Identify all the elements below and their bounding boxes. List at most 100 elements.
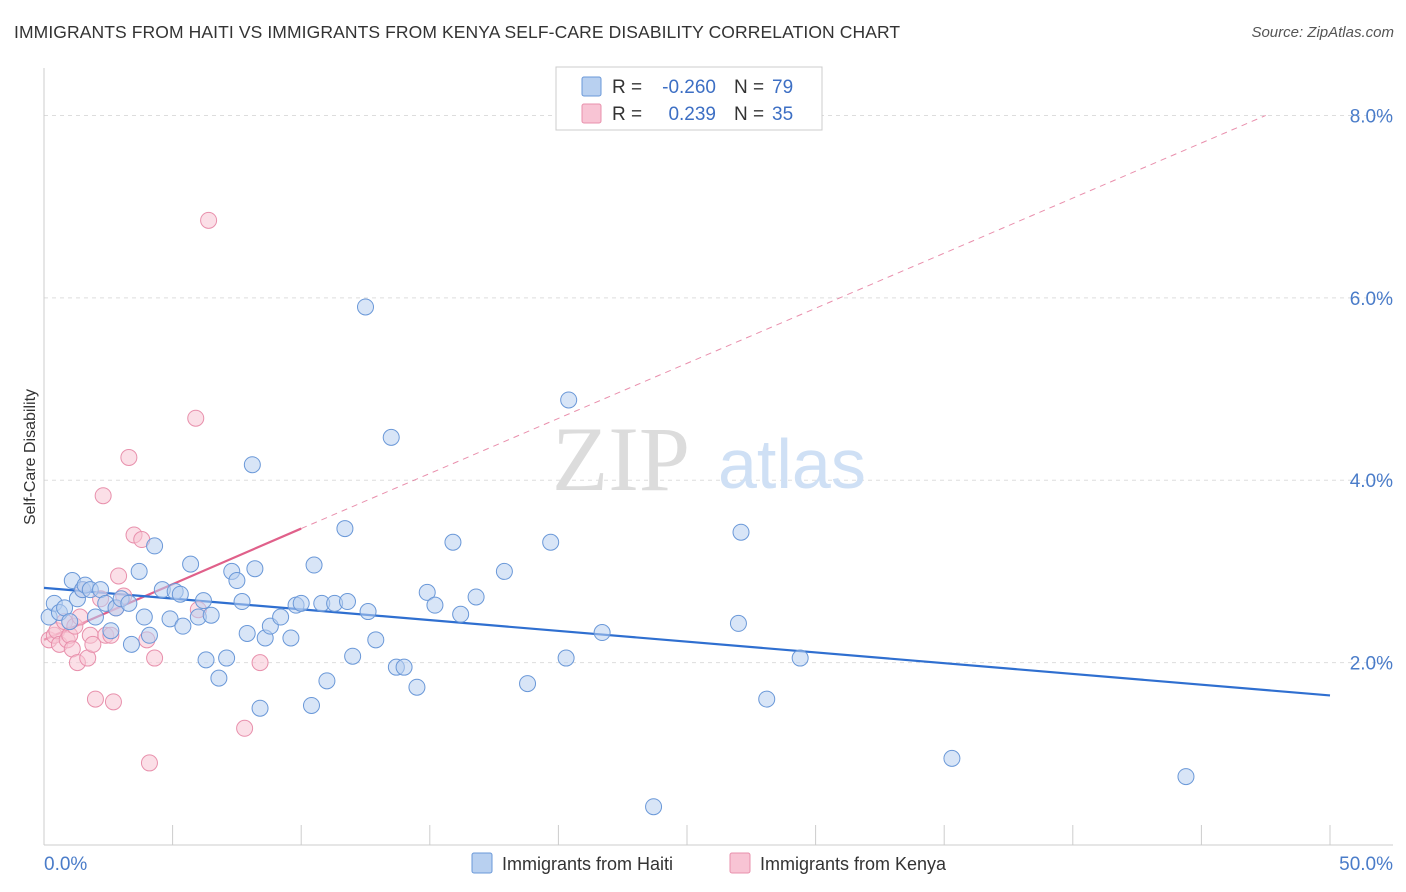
haiti-point-53 bbox=[338, 593, 356, 611]
kenya-point-17 bbox=[94, 487, 112, 505]
kenya-point-22 bbox=[110, 567, 128, 585]
haiti-point-54 bbox=[344, 647, 362, 665]
haiti-point-65 bbox=[452, 605, 470, 623]
watermark: ZIP atlas bbox=[552, 408, 866, 510]
haiti-point-79 bbox=[1177, 768, 1195, 786]
haiti-point-10 bbox=[86, 608, 104, 626]
haiti-point-78 bbox=[943, 749, 961, 767]
haiti-point-67 bbox=[495, 562, 513, 580]
haiti-point-68 bbox=[519, 675, 537, 693]
haiti-point-66 bbox=[467, 588, 485, 606]
haiti-point-44 bbox=[282, 629, 300, 647]
kenya-point-15 bbox=[86, 690, 104, 708]
haiti-point-50 bbox=[318, 672, 336, 690]
haiti-point-57 bbox=[367, 631, 385, 649]
watermark-atlas: atlas bbox=[718, 425, 866, 503]
haiti-point-74 bbox=[729, 614, 747, 632]
haiti-point-25 bbox=[171, 585, 189, 603]
haiti-point-56 bbox=[359, 603, 377, 621]
haiti-point-19 bbox=[135, 608, 153, 626]
haiti-point-23 bbox=[161, 610, 179, 628]
y-tick-label-0: 2.0% bbox=[1350, 654, 1393, 675]
bottom-legend-kenya-swatch bbox=[729, 852, 751, 874]
haiti-point-31 bbox=[202, 606, 220, 624]
kenya-point-20 bbox=[104, 693, 122, 711]
haiti-point-36 bbox=[233, 593, 251, 611]
haiti-point-47 bbox=[302, 696, 320, 714]
y-tick-label-3: 8.0% bbox=[1350, 106, 1393, 127]
haiti-point-71 bbox=[560, 391, 578, 409]
y-tick-label-1: 4.0% bbox=[1350, 471, 1393, 492]
kenya-points bbox=[40, 211, 269, 772]
haiti-point-76 bbox=[758, 690, 776, 708]
legend-haiti-swatch bbox=[581, 76, 602, 97]
legend-haiti-n-value: 79 bbox=[772, 77, 793, 98]
bottom-legend-haiti-label: Immigrants from Haiti bbox=[502, 854, 673, 874]
legend-haiti-r-value: -0.260 bbox=[662, 77, 716, 98]
haiti-point-35 bbox=[228, 572, 246, 590]
haiti-point-70 bbox=[557, 649, 575, 667]
haiti-point-72 bbox=[593, 624, 611, 642]
haiti-point-30 bbox=[197, 651, 215, 669]
y-tick-labels: 2.0% 4.0% 6.0% 8.0% bbox=[1350, 106, 1393, 674]
haiti-point-29 bbox=[194, 592, 212, 610]
haiti-point-32 bbox=[210, 669, 228, 687]
legend-kenya-swatch bbox=[581, 103, 602, 124]
haiti-point-69 bbox=[542, 533, 560, 551]
legend-haiti-n-label: N = bbox=[734, 77, 764, 98]
haiti-point-73 bbox=[645, 798, 663, 816]
haiti-point-38 bbox=[243, 456, 261, 474]
kenya-trend-extension bbox=[301, 115, 1266, 530]
trendlines bbox=[43, 115, 1331, 697]
legend-kenya-n-value: 35 bbox=[772, 104, 793, 125]
kenya-point-34 bbox=[251, 654, 269, 672]
kenya-point-29 bbox=[146, 649, 164, 667]
haiti-points bbox=[40, 298, 1195, 816]
haiti-point-37 bbox=[238, 624, 256, 642]
haiti-point-61 bbox=[408, 678, 426, 696]
series-legend: Immigrants from Haiti Immigrants from Ke… bbox=[471, 852, 947, 874]
x-tick-min: 0.0% bbox=[44, 854, 87, 875]
haiti-point-75 bbox=[732, 523, 750, 541]
legend-kenya-n-label: N = bbox=[734, 104, 764, 125]
bottom-legend-kenya-label: Immigrants from Kenya bbox=[760, 854, 947, 874]
chart-title: IMMIGRANTS FROM HAITI VS IMMIGRANTS FROM… bbox=[14, 22, 901, 42]
haiti-point-39 bbox=[246, 560, 264, 578]
bottom-legend-haiti-swatch bbox=[471, 852, 493, 874]
haiti-point-60 bbox=[395, 658, 413, 676]
kenya-point-32 bbox=[200, 211, 218, 229]
haiti-point-16 bbox=[120, 594, 138, 612]
haiti-point-52 bbox=[336, 520, 354, 538]
haiti-point-48 bbox=[305, 556, 323, 574]
haiti-point-18 bbox=[130, 562, 148, 580]
haiti-point-26 bbox=[174, 617, 192, 635]
legend-kenya-r-label: R = bbox=[612, 104, 642, 125]
kenya-point-30 bbox=[187, 409, 205, 427]
haiti-point-58 bbox=[382, 428, 400, 446]
chart-source: Source: ZipAtlas.com bbox=[1251, 24, 1394, 41]
haiti-point-13 bbox=[102, 622, 120, 640]
y-tick-label-2: 6.0% bbox=[1350, 289, 1393, 310]
haiti-point-20 bbox=[140, 626, 158, 644]
kenya-point-28 bbox=[140, 754, 158, 772]
axes bbox=[43, 68, 1393, 846]
haiti-point-63 bbox=[426, 596, 444, 614]
grid bbox=[44, 114, 1393, 664]
watermark-zip: ZIP bbox=[552, 408, 690, 510]
haiti-point-77 bbox=[791, 649, 809, 667]
haiti-point-55 bbox=[357, 298, 374, 316]
haiti-point-17 bbox=[122, 635, 140, 653]
haiti-point-64 bbox=[444, 533, 462, 551]
haiti-point-4 bbox=[61, 613, 79, 631]
haiti-point-33 bbox=[218, 649, 236, 667]
stats-legend: R = -0.260 N = 79 R = 0.239 N = 35 bbox=[555, 66, 823, 131]
haiti-point-27 bbox=[182, 555, 200, 573]
haiti-point-43 bbox=[272, 608, 290, 626]
haiti-point-21 bbox=[146, 537, 164, 555]
kenya-point-33 bbox=[236, 719, 254, 737]
kenya-point-14 bbox=[84, 635, 102, 653]
haiti-point-46 bbox=[292, 594, 310, 612]
kenya-point-24 bbox=[120, 448, 138, 466]
legend-haiti-r-label: R = bbox=[612, 77, 642, 98]
